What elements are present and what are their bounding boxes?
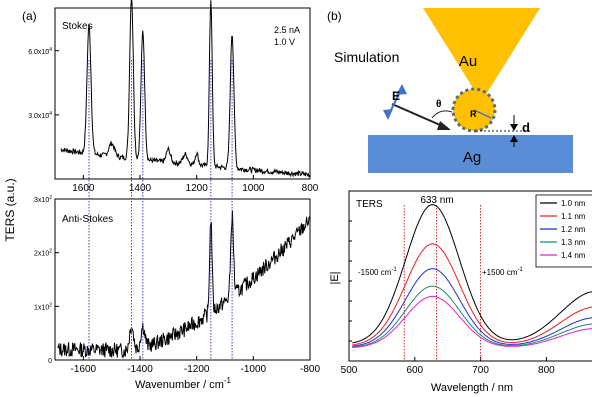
ters-plot-frame [348,190,592,362]
polarization-arrowhead-bottom [383,109,393,120]
antistokes-plot-frame [54,198,311,361]
gap-arrowhead-bottom [510,135,518,142]
stokes-x-tick-label: 1200 [186,183,209,194]
stokes-y-tick-label: 6.0x104 [28,47,52,56]
ters-series-line [352,243,592,346]
antistokes-y-tick-label: 2x102 [34,249,52,258]
panel-a-label: (a) [22,9,37,23]
stokes-x-axis: 1600 1400 1200 1000 800 [72,175,319,194]
panel-b-label: (b) [327,9,342,23]
ters-x-axis: 500 600 700 800 [341,357,555,376]
ters-x-tick-label: 800 [538,365,555,376]
e-field-label: E [392,89,400,103]
polarization-arrowhead-top [396,84,407,95]
antistokes-x-tick-label: -1200 [184,364,210,375]
ters-title: TERS [356,199,383,210]
ters-x-tick-label: 600 [406,365,423,376]
legend-label: 1.3 nm [561,238,586,247]
antistokes-y-tick-label: 0 [48,358,52,365]
stokes-y-tick-label: 3.0x104 [28,111,52,120]
stokes-x-tick-label: 1600 [72,183,95,194]
radius-line [473,109,492,119]
marker-label-minus: -1500 cm-1 [358,267,397,277]
panel-a-xlabel: Wavenumber / cm-1 [135,376,232,391]
legend-label: 1.0 nm [561,199,586,208]
peak-633-label: 633 nm [420,195,453,206]
theta-label: θ [436,99,441,110]
stokes-annotation-current: 2.5 nA [274,25,300,35]
ag-label: Ag [463,149,481,166]
apex-dotted-outline [451,87,497,133]
antistokes-x-tick-label: -800 [300,364,320,375]
gap-arrowhead-top [510,124,518,131]
antistokes-x-tick-label: -1000 [241,364,267,375]
ters-xlabel: Wavelength / nm [431,382,513,394]
ters-y-axis-ticks [349,220,352,342]
antistokes-spectrum-line [57,210,310,359]
antistokes-y-axis: 3x102 2x102 1x102 0 [34,195,59,365]
ters-series-line [352,285,592,348]
stokes-y-axis: 6.0x104 3.0x104 [28,47,59,120]
marker-label-plus: +1500 cm-1 [482,267,523,277]
legend-label: 1.4 nm [561,251,586,260]
ters-legend: 1.0 nm 1.1 nm 1.2 nm 1.3 nm 1.4 nm [535,194,592,268]
antistokes-y-tick-label: 3x102 [34,195,52,204]
au-tip [423,8,540,96]
antistokes-x-tick-label: -1600 [71,364,97,375]
angle-arc [431,110,453,119]
legend-label: 1.1 nm [561,212,586,221]
gap-label: d [522,120,530,135]
incident-field-arrowhead [437,121,451,130]
panel-a-ylabel: TERS (a.u.) [3,178,17,241]
stokes-plot-frame [54,7,311,180]
stokes-x-tick-label: 1400 [129,183,152,194]
simulation-title: Simulation [334,49,399,65]
antistokes-title: Anti-Stokes [62,214,113,225]
ters-series-lines [352,204,592,348]
stokes-title: Stokes [62,21,93,32]
incident-field-arrow [391,103,448,129]
ters-ylabel: |E| [329,271,341,284]
ters-series-line [352,204,592,344]
peak-guide-lines [88,60,233,360]
ters-x-tick-label: 700 [472,365,489,376]
ters-x-tick-label: 500 [341,365,358,376]
legend-label: 1.2 nm [561,225,586,234]
stokes-annotation-voltage: 1.0 V [274,37,295,47]
stokes-x-tick-label: 1000 [242,183,265,194]
ters-series-line [352,295,592,348]
antistokes-x-axis: -1600 -1400 -1200 -1000 -800 [71,356,320,375]
ters-series-line [352,268,592,347]
stokes-x-tick-label: 800 [302,183,319,194]
antistokes-y-tick-label: 1x102 [34,302,52,311]
antistokes-x-tick-label: -1400 [127,364,153,375]
ag-substrate [368,135,573,173]
radius-label: R [470,109,477,119]
au-label: Au [459,53,477,70]
stokes-spectrum-line [60,0,310,178]
